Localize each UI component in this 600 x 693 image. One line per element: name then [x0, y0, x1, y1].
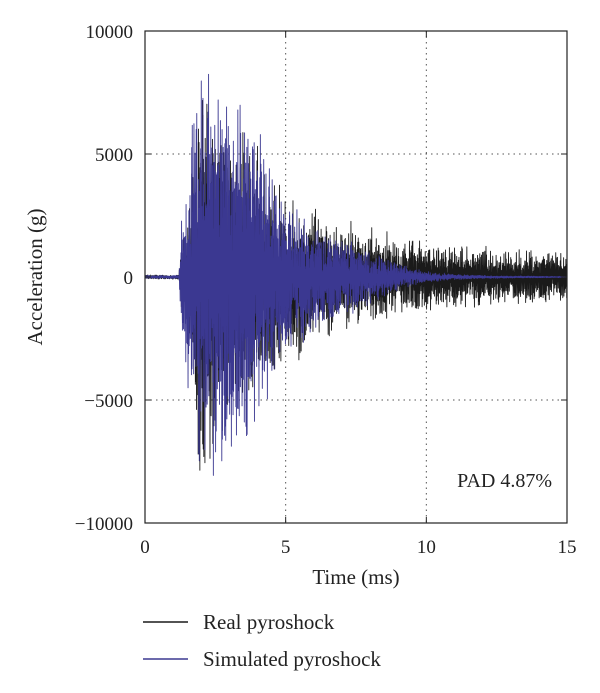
y-tick-label: 0 — [124, 268, 134, 289]
y-tick-label: −10000 — [75, 514, 133, 535]
axis-ticks: 0 5 10 15 −10000 −5000 0 5000 10000 — [75, 22, 577, 558]
y-tick-label: 5000 — [95, 145, 133, 166]
legend-label-real: Real pyroshock — [203, 610, 335, 634]
x-tick-label: 5 — [281, 537, 291, 558]
legend-label-simulated: Simulated pyroshock — [203, 647, 381, 671]
y-tick-label: −5000 — [84, 391, 133, 412]
pad-annotation: PAD 4.87% — [457, 470, 552, 492]
x-tick-label: 0 — [140, 537, 150, 558]
series-line-simulated-pyroshock — [144, 73, 568, 476]
x-axis-label: Time (ms) — [312, 565, 399, 589]
x-tick-label: 10 — [417, 537, 436, 558]
y-tick-label: 10000 — [86, 22, 134, 43]
x-tick-label: 15 — [558, 537, 577, 558]
series-layer — [144, 73, 568, 476]
legend: Real pyroshock Simulated pyroshock — [143, 610, 381, 671]
y-axis-label: Acceleration (g) — [23, 208, 47, 345]
